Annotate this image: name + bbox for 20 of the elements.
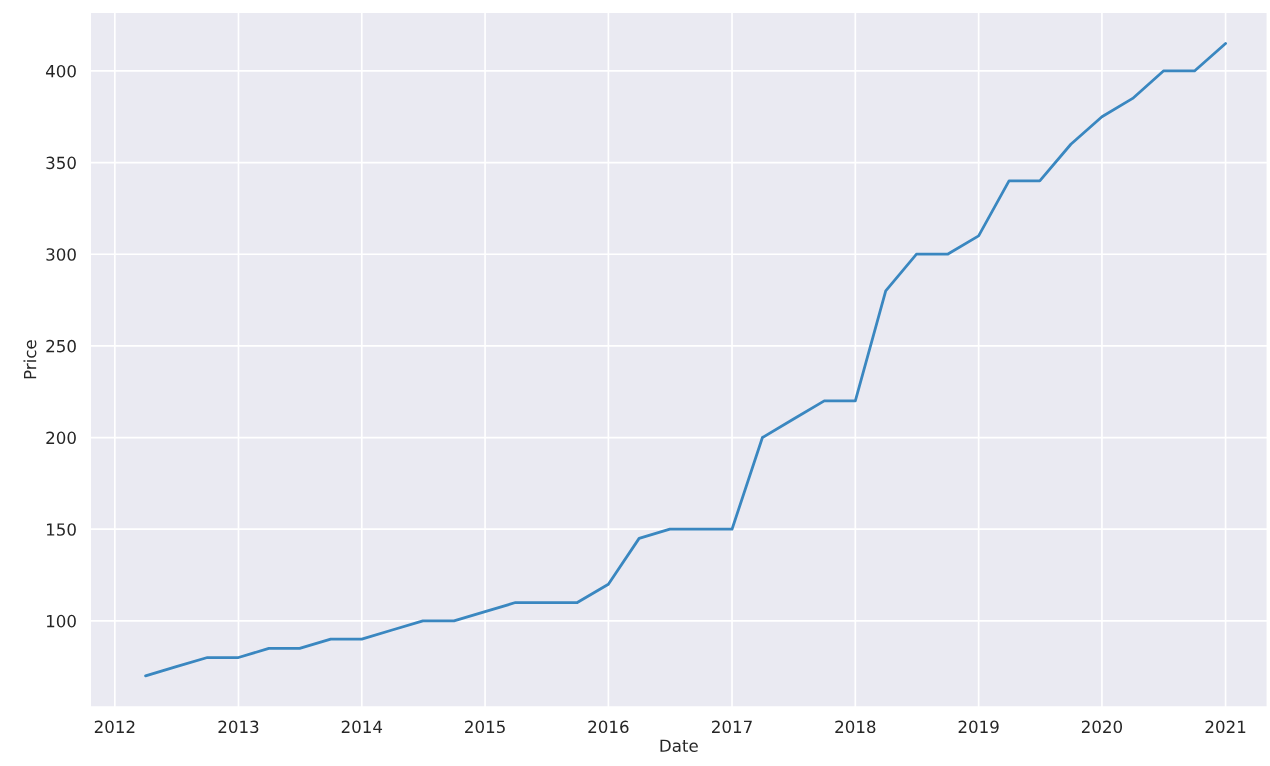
x-tick-label: 2021: [1205, 720, 1246, 734]
y-tick-label: 250: [46, 339, 76, 353]
x-tick-label: 2015: [465, 720, 505, 734]
x-tick-label: 2019: [958, 720, 999, 734]
y-tick-label: 100: [46, 614, 76, 628]
x-tick-label: 2014: [341, 720, 383, 734]
x-tick-label: 2016: [588, 720, 629, 734]
line-series: [144, 42, 1227, 678]
y-tick-label: 400: [45, 64, 76, 78]
x-tick-label: 2017: [712, 720, 752, 734]
y-tick-label: 150: [46, 523, 76, 536]
x-tick-label: 2012: [94, 720, 135, 734]
x-tick-label: 2018: [835, 720, 876, 734]
y-tick-label: 300: [46, 248, 76, 261]
y-tick-label: 350: [46, 156, 76, 170]
y-tick-label: 200: [46, 431, 76, 445]
x-tick-label: 2013: [218, 720, 259, 734]
x-tick-label: 2020: [1081, 720, 1123, 734]
y-axis-title: Price: [23, 340, 37, 379]
x-axis-title: Date: [660, 739, 698, 753]
